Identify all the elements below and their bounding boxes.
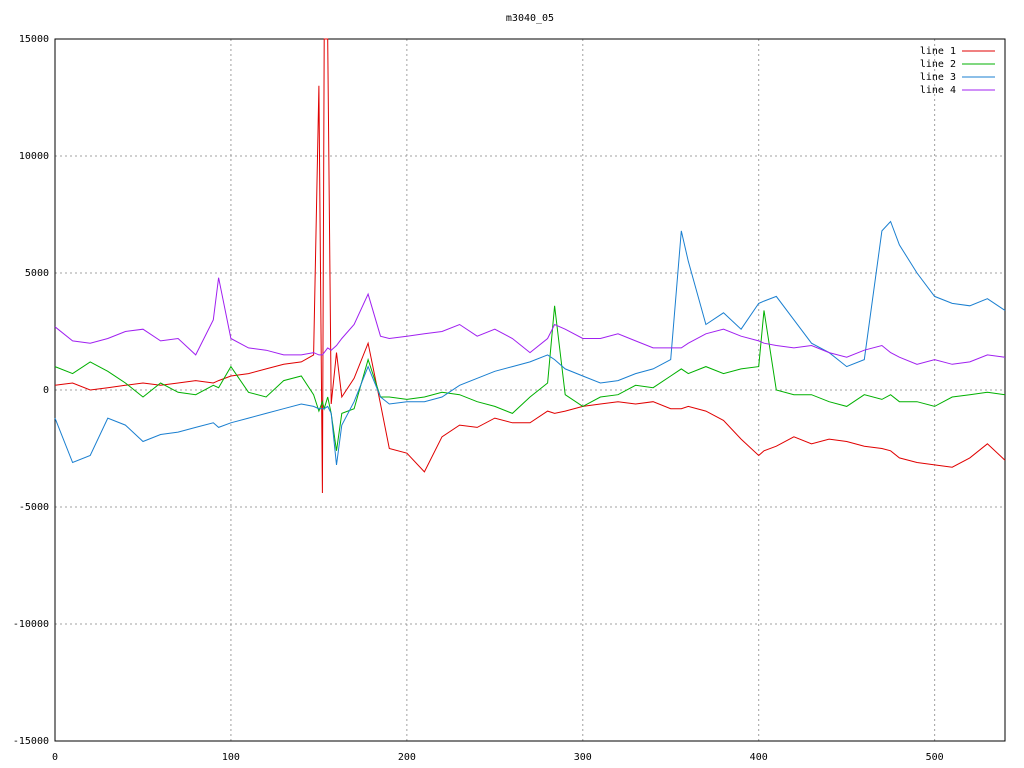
legend-label: line 2 bbox=[920, 59, 956, 70]
data-line bbox=[54, 277, 1006, 365]
x-tick-label: 300 bbox=[574, 752, 592, 763]
chart-title: m3040_05 bbox=[506, 13, 554, 24]
x-tick-label: 100 bbox=[222, 752, 240, 763]
y-tick-label: 10000 bbox=[19, 151, 49, 162]
legend-label: line 3 bbox=[920, 72, 956, 83]
y-tick-label: -15000 bbox=[13, 736, 49, 747]
x-tick-label: 500 bbox=[926, 752, 944, 763]
y-tick-label: 15000 bbox=[19, 34, 49, 45]
legend-label: line 1 bbox=[920, 46, 956, 57]
legend-label: line 4 bbox=[920, 85, 956, 96]
data-line bbox=[54, 38, 1006, 494]
plot-border bbox=[54, 38, 1006, 742]
x-tick-label: 0 bbox=[52, 752, 58, 763]
y-tick-label: -5000 bbox=[19, 502, 49, 513]
x-tick-label: 200 bbox=[398, 752, 416, 763]
y-tick-label: 5000 bbox=[25, 268, 49, 279]
y-tick-label: 0 bbox=[43, 385, 49, 396]
y-tick-label: -10000 bbox=[13, 619, 49, 630]
data-line bbox=[54, 220, 1006, 465]
data-line bbox=[54, 305, 1006, 451]
x-tick-label: 400 bbox=[750, 752, 768, 763]
